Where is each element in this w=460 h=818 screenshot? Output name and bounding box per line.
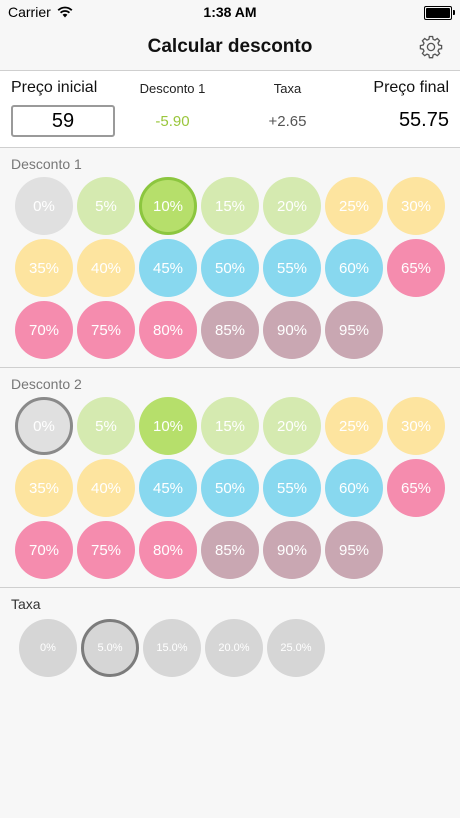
- discount-2-option[interactable]: 45%: [139, 459, 197, 517]
- discount-1-option[interactable]: 65%: [387, 239, 445, 297]
- carrier-label: Carrier: [8, 4, 51, 20]
- discount-2-option[interactable]: 60%: [325, 459, 383, 517]
- tax-summary-label: Taxa: [273, 81, 302, 96]
- discount-2-option[interactable]: 70%: [15, 521, 73, 579]
- discount-1-option[interactable]: 25%: [325, 177, 383, 235]
- discount-summary-value: -5.90: [155, 113, 190, 130]
- discount-1-option[interactable]: 40%: [77, 239, 135, 297]
- tax-option[interactable]: 5.0%: [81, 619, 139, 677]
- clock: 1:38 AM: [203, 4, 257, 20]
- discount-1-option[interactable]: 0%: [15, 177, 73, 235]
- discount-2-label: Desconto 2: [11, 376, 82, 392]
- discount-2-option[interactable]: 50%: [201, 459, 259, 517]
- discount-1-option[interactable]: 15%: [201, 177, 259, 235]
- tax-summary-column: Taxa +2.65: [250, 81, 325, 130]
- tax-option[interactable]: 15.0%: [143, 619, 201, 677]
- discount-1-option[interactable]: 50%: [201, 239, 259, 297]
- tax-section: Taxa 0% 5.0% 15.0% 20.0% 25.0%: [0, 588, 460, 688]
- discount-2-option[interactable]: 90%: [263, 521, 321, 579]
- final-price-value: 55.75: [398, 109, 449, 131]
- tax-option[interactable]: 0%: [19, 619, 77, 677]
- tax-summary-value: +2.65: [268, 113, 307, 130]
- discount-2-option[interactable]: 30%: [387, 397, 445, 455]
- final-price-label: Preço final: [373, 79, 449, 96]
- nav-bar: Calcular desconto: [0, 24, 460, 71]
- battery-icon: [424, 6, 455, 20]
- discount-1-option[interactable]: 60%: [325, 239, 383, 297]
- discount-2-option[interactable]: 95%: [325, 521, 383, 579]
- tax-label: Taxa: [11, 596, 41, 612]
- discount-2-option[interactable]: 25%: [325, 397, 383, 455]
- tax-option[interactable]: 25.0%: [267, 619, 325, 677]
- initial-price-column: Preço inicial: [11, 79, 97, 97]
- discount-2-option[interactable]: 35%: [15, 459, 73, 517]
- discount-2-option[interactable]: 40%: [77, 459, 135, 517]
- discount-2-option[interactable]: 55%: [263, 459, 321, 517]
- discount-1-option[interactable]: 10%: [139, 177, 197, 235]
- discount-1-option[interactable]: 35%: [15, 239, 73, 297]
- discount-2-option[interactable]: 20%: [263, 397, 321, 455]
- initial-price-input[interactable]: [11, 105, 115, 137]
- discount-2-option[interactable]: 75%: [77, 521, 135, 579]
- discount-1-option[interactable]: 20%: [263, 177, 321, 235]
- discount-1-option[interactable]: 45%: [139, 239, 197, 297]
- discount-1-option[interactable]: 95%: [325, 301, 383, 359]
- discount-1-section: Desconto 1 0% 5% 10% 15% 20% 25% 30% 35% 40% 45% 5…: [0, 148, 460, 368]
- discount-2-option[interactable]: 65%: [387, 459, 445, 517]
- discount-1-label: Desconto 1: [11, 156, 82, 172]
- discount-2-option[interactable]: 80%: [139, 521, 197, 579]
- carrier: Carrier: [8, 4, 73, 20]
- discount-2-option[interactable]: 0%: [15, 397, 73, 455]
- discount-1-option[interactable]: 5%: [77, 177, 135, 235]
- discount-summary-label: Desconto 1: [139, 81, 206, 96]
- discount-1-option[interactable]: 55%: [263, 239, 321, 297]
- discount-1-option[interactable]: 70%: [15, 301, 73, 359]
- discount-2-option[interactable]: 85%: [201, 521, 259, 579]
- discount-1-option[interactable]: 80%: [139, 301, 197, 359]
- status-bar: Carrier 1:38 AM: [0, 0, 460, 24]
- discount-1-option[interactable]: 90%: [263, 301, 321, 359]
- discount-1-option[interactable]: 30%: [387, 177, 445, 235]
- discount-2-option[interactable]: 5%: [77, 397, 135, 455]
- discount-2-option[interactable]: 10%: [139, 397, 197, 455]
- page-title: Calcular desconto: [147, 36, 313, 57]
- summary-panel: Preço inicial Desconto 1 -5.90 Taxa +2.6…: [0, 71, 460, 148]
- discount-1-option[interactable]: 75%: [77, 301, 135, 359]
- discount-2-section: Desconto 2 0% 5% 10% 15% 20% 25% 30% 35% 40% 45% 5…: [0, 368, 460, 588]
- discount-summary-column: Desconto 1 -5.90: [130, 81, 215, 130]
- discount-1-option[interactable]: 85%: [201, 301, 259, 359]
- initial-price-label: Preço inicial: [11, 79, 98, 96]
- wifi-icon: [57, 6, 73, 18]
- tax-option[interactable]: 20.0%: [205, 619, 263, 677]
- gear-icon[interactable]: [418, 34, 444, 60]
- final-price-column: Preço final 55.75: [373, 79, 449, 132]
- discount-2-option[interactable]: 15%: [201, 397, 259, 455]
